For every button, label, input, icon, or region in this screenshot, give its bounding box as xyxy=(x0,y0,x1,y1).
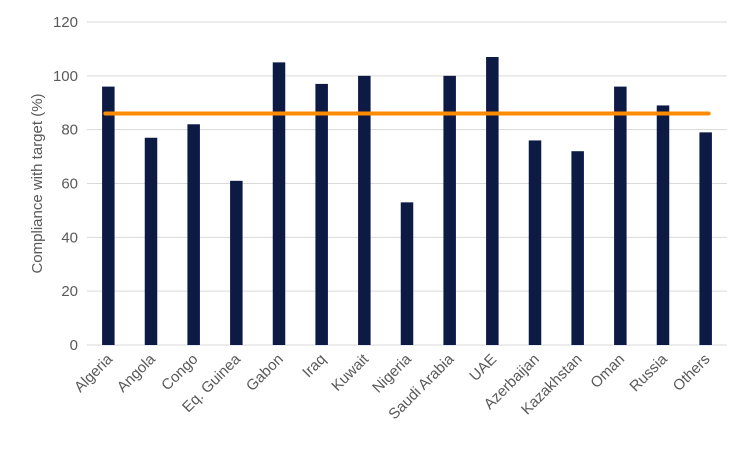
bar-russia xyxy=(656,105,670,345)
x-category-label: Gabon xyxy=(243,351,287,395)
x-category-label: UAE xyxy=(466,351,500,385)
y-tick-label: 80 xyxy=(61,122,78,139)
y-tick-label: 120 xyxy=(53,14,78,31)
bar-kuwait xyxy=(358,75,371,345)
x-category-label: Iraq xyxy=(299,351,329,381)
x-category-label: Russia xyxy=(626,350,671,395)
bar-uae xyxy=(486,56,499,345)
bar-algeria xyxy=(102,86,115,345)
x-category-label: Angola xyxy=(114,350,160,396)
y-tick-label: 60 xyxy=(61,176,78,193)
y-tick-label: 0 xyxy=(70,337,78,354)
bar-congo xyxy=(187,124,200,346)
x-category-label: Others xyxy=(670,351,714,395)
bar-others xyxy=(699,132,712,345)
bar-gabon xyxy=(272,62,286,345)
bar-oman xyxy=(614,86,627,345)
x-category-label: Kuwait xyxy=(328,350,372,394)
x-category-label: Oman xyxy=(587,351,628,392)
y-axis-ticks: 0 20 40 60 80 100 120 xyxy=(53,14,78,354)
x-category-label: Algeria xyxy=(71,350,117,396)
y-tick-label: 40 xyxy=(61,229,78,246)
bar-iraq xyxy=(315,83,328,346)
bar-eq-guinea xyxy=(230,180,243,345)
bar-nigeria xyxy=(400,202,414,345)
bar-kazakhstan xyxy=(571,151,584,345)
bar-angola xyxy=(144,137,158,345)
bars xyxy=(102,56,712,346)
bar-saudi-arabia xyxy=(443,75,456,345)
bar-azerbaijan xyxy=(528,140,542,345)
y-tick-label: 100 xyxy=(53,68,78,85)
y-axis-title: Compliance with target (%) xyxy=(29,93,46,273)
y-tick-label: 20 xyxy=(61,283,78,300)
